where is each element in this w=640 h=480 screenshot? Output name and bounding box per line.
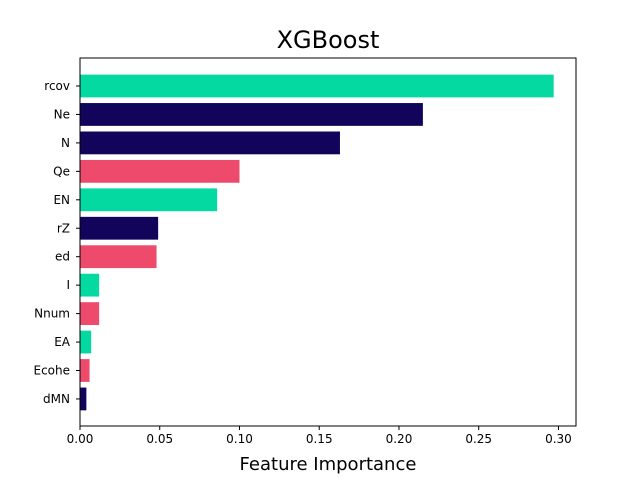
y-tick-label: EN <box>53 193 70 207</box>
y-tick-label: Qe <box>53 164 70 178</box>
y-tick-label: Nnum <box>34 307 70 321</box>
bar-ed <box>80 245 157 269</box>
x-axis-ticks: 0.00 0.05 0.10 0.15 0.20 0.25 0.30 <box>67 426 572 446</box>
bar-dmn <box>80 387 87 411</box>
bar-qe <box>80 159 240 183</box>
x-tick-label: 0.20 <box>386 432 413 446</box>
y-tick-label: Ecohe <box>33 364 70 378</box>
y-tick-label: I <box>66 278 70 292</box>
x-tick-label: 0.15 <box>306 432 333 446</box>
bar-rcov <box>80 74 554 98</box>
x-tick-label: 0.10 <box>226 432 253 446</box>
bars-group <box>80 74 554 411</box>
y-tick-label: Ne <box>54 107 70 121</box>
chart-title: XGBoost <box>277 26 380 54</box>
x-axis-label: Feature Importance <box>240 454 417 475</box>
y-tick-label: ed <box>55 250 70 264</box>
x-tick-label: 0.00 <box>67 432 94 446</box>
y-tick-label: EA <box>54 335 71 349</box>
bar-ecohe <box>80 359 90 382</box>
x-tick-label: 0.30 <box>545 432 572 446</box>
bar-ne <box>80 103 423 126</box>
y-tick-label: dMN <box>43 392 70 406</box>
y-tick-label: rZ <box>57 221 70 235</box>
y-tick-label: rcov <box>44 79 70 93</box>
bar-en <box>80 188 218 212</box>
y-tick-label: N <box>61 136 70 150</box>
bar-rz <box>80 216 159 240</box>
bar-nnum <box>80 302 100 325</box>
bar-ea <box>80 330 92 354</box>
x-tick-label: 0.05 <box>146 432 173 446</box>
bar-n <box>80 131 340 155</box>
plot-frame <box>79 57 577 427</box>
bar-i <box>80 273 100 297</box>
y-axis-ticks: rcov Ne N Qe EN rZ ed I Nnum EA Ecohe dMN <box>33 79 80 406</box>
x-tick-label: 0.25 <box>465 432 492 446</box>
